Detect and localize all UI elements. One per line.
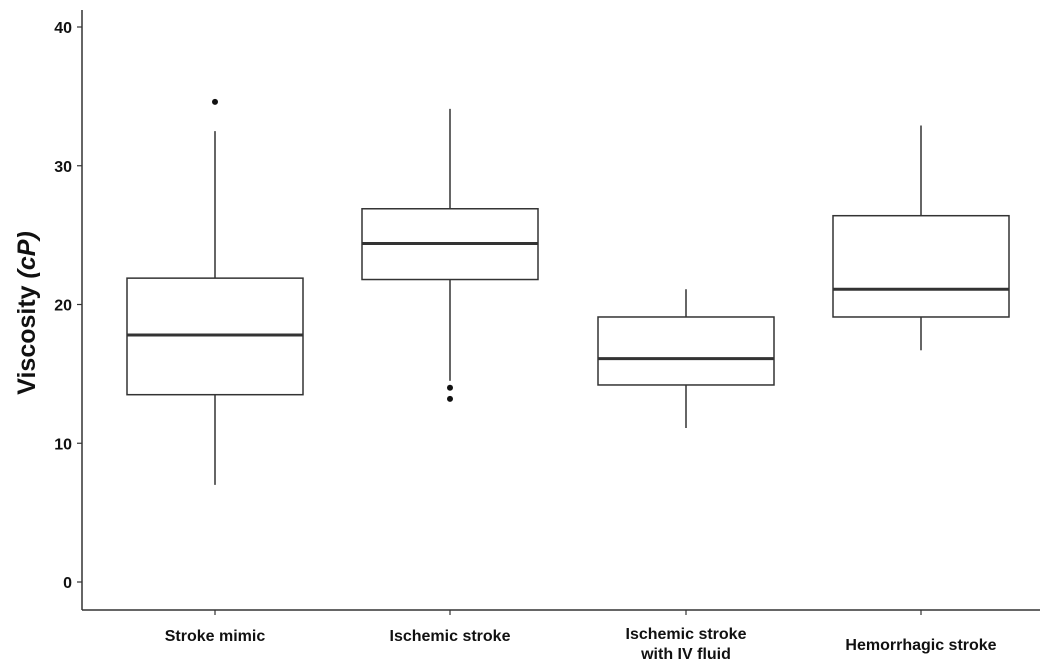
y-tick-label: 40 [54,20,72,37]
iqr-box [832,214,1010,318]
y-tick-label: 10 [54,436,72,453]
outlier-point [212,98,218,105]
x-category-label-line: Hemorrhagic stroke [845,637,996,654]
y-tick-label: 30 [54,159,72,176]
outlier-point [447,384,453,391]
x-category-label-line: Stroke mimic [165,628,266,645]
x-category-label: Ischemic stroke with IV fluid [626,626,747,663]
y-tick-label: 0 [63,575,72,592]
y-tick-label: 20 [54,298,72,315]
iqr-box [597,316,775,386]
y-axis-title: Viscosity (cP) [13,231,41,395]
y-axis-title-text: Viscosity [13,285,41,394]
x-category-label-line: Ischemic stroke [390,628,511,645]
y-axis-title-unit: (cP) [13,231,41,278]
x-category-label-line: with IV fluid [640,646,731,663]
x-category-label: Stroke mimic [165,628,266,645]
x-category-label: Hemorrhagic stroke [845,637,996,654]
outlier-point [447,395,453,402]
x-category-label: Ischemic stroke [390,628,511,645]
x-category-label-line: Ischemic stroke [626,626,747,643]
